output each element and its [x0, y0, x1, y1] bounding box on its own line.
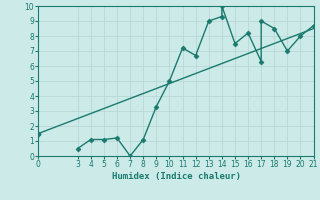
X-axis label: Humidex (Indice chaleur): Humidex (Indice chaleur) — [111, 172, 241, 181]
